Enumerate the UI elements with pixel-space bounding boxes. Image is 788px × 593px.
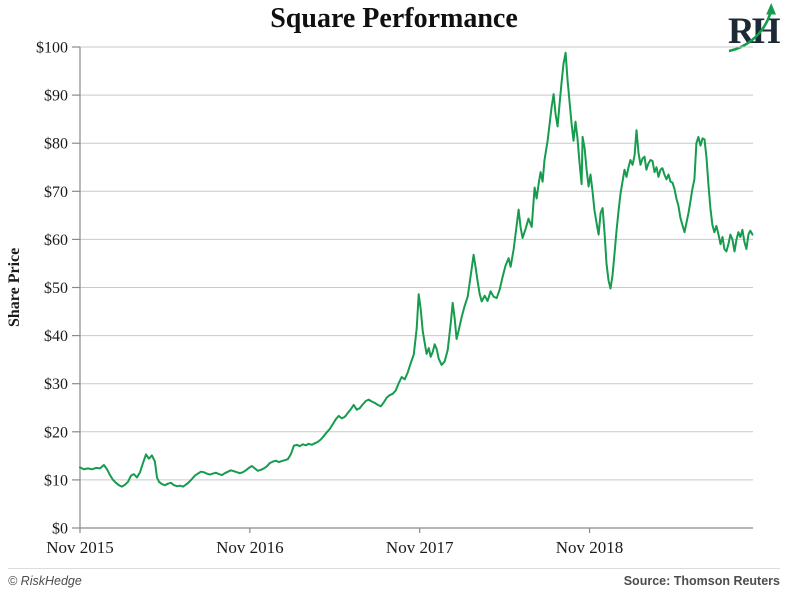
logo-arrowhead-icon — [766, 3, 776, 15]
chart-title: Square Performance — [270, 3, 518, 34]
y-tick-label: $10 — [44, 472, 68, 489]
price-line — [79, 51, 754, 488]
y-tick-label: $90 — [44, 88, 68, 105]
y-tick-label: $0 — [52, 521, 68, 538]
y-tick-label: $30 — [44, 376, 68, 393]
logo-arrow-icon — [728, 10, 773, 53]
x-tick-label: Nov 2015 — [46, 538, 114, 557]
x-tick-label: Nov 2017 — [386, 538, 454, 557]
source-note: Source: Thomson Reuters — [623, 574, 780, 588]
y-tick-label: $80 — [44, 136, 68, 153]
y-tick-label: $100 — [36, 40, 68, 57]
y-tick-label: $20 — [44, 424, 68, 441]
copyright-note: © RiskHedge — [8, 574, 82, 588]
footer-divider — [8, 568, 780, 569]
y-tick-label: $60 — [44, 232, 68, 249]
x-tick-label: Nov 2016 — [216, 538, 284, 557]
y-tick-label: $40 — [44, 328, 68, 345]
x-tick-label: Nov 2018 — [556, 538, 624, 557]
riskhedge-logo: RH — [728, 3, 780, 53]
y-tick-label: $70 — [44, 184, 68, 201]
y-tick-label: $50 — [44, 280, 68, 297]
logo-text: RH — [728, 11, 780, 52]
